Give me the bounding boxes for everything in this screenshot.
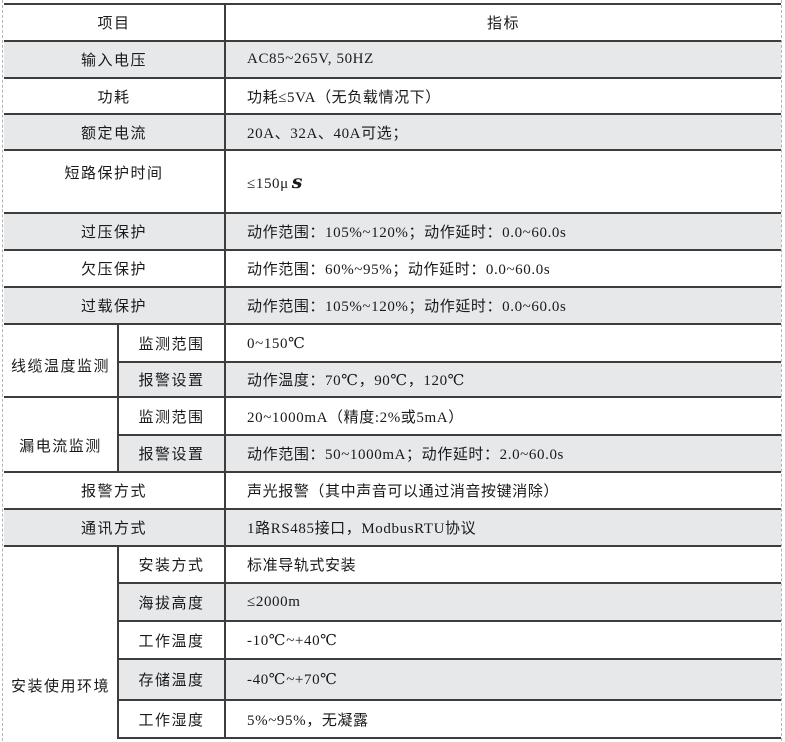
spec-sub-label: 报警设置	[116, 434, 226, 472]
spec-item-label: 过载保护	[4, 286, 226, 324]
spec-item-label: 过压保护	[4, 212, 226, 250]
table-row: 漏电流监测 监测范围 20~1000mA（精度:2%或5mA）	[4, 396, 781, 472]
spec-value: 声光报警（其中声音可以通过消音按键消除）	[224, 471, 781, 509]
table-row: 线缆温度监测 监测范围 0~150℃	[4, 323, 781, 397]
spec-value: 0~150℃	[224, 323, 781, 362]
spec-item-label: 额定电流	[4, 113, 226, 150]
spec-table: 项目 指标 输入电压 AC85~265V, 50HZ 功耗 功耗≤5VA（无负载…	[4, 3, 781, 739]
table-row: 存储温度 -40℃~+70℃	[4, 658, 781, 700]
spec-group-label: 漏电流监测	[4, 396, 118, 472]
spec-value: 动作范围：50~1000mA；动作延时：2.0~60.0s	[224, 434, 781, 472]
header-item-cell: 项目	[4, 3, 226, 41]
spec-value: ≤150μ s	[224, 149, 781, 213]
table-row: 报警方式 声光报警（其中声音可以通过消音按键消除）	[4, 471, 781, 509]
table-gridline-right	[781, 0, 782, 741]
spec-item-label: 通讯方式	[4, 508, 226, 546]
spec-value: 动作范围：60%~95%；动作延时：0.0~60.0s	[224, 249, 781, 287]
spec-sub-label: 工作温度	[116, 620, 226, 659]
spec-group-label: 安装使用环境	[4, 545, 118, 738]
spec-sub-label: 监测范围	[116, 323, 226, 362]
table-row: 通讯方式 1路RS485接口，ModbusRTU协议	[4, 508, 781, 546]
spec-value: 动作温度：70℃，90℃，120℃	[224, 361, 781, 397]
spec-item-label: 输入电压	[4, 40, 226, 78]
table-row: 额定电流 20A、32A、40A可选；	[4, 113, 781, 150]
table-row: 安装使用环境 安装方式 标准导轨式安装	[4, 545, 781, 738]
spec-value: 1路RS485接口，ModbusRTU协议	[224, 508, 781, 546]
spec-item-label: 短路保护时间	[4, 149, 226, 213]
table-row: 短路保护时间 ≤150μ s	[4, 149, 781, 213]
table-row: 输入电压 AC85~265V, 50HZ	[4, 40, 781, 78]
table-row: 报警设置 动作范围：50~1000mA；动作延时：2.0~60.0s	[4, 434, 781, 472]
header-spec-cell: 指标	[224, 3, 781, 41]
table-row: 欠压保护 动作范围：60%~95%；动作延时：0.0~60.0s	[4, 249, 781, 287]
table-row: 项目 指标	[4, 3, 781, 41]
spec-value: -10℃~+40℃	[224, 620, 781, 659]
spec-sub-label: 报警设置	[116, 361, 226, 397]
spec-value: 5%~95%，无凝露	[224, 699, 781, 739]
spec-value: 功耗≤5VA（无负载情况下）	[224, 77, 781, 114]
spec-value: 标准导轨式安装	[224, 545, 781, 583]
spec-item-label: 报警方式	[4, 471, 226, 509]
spec-value: 动作范围：105%~120%；动作延时：0.0~60.0s	[224, 286, 781, 324]
spec-value: -40℃~+70℃	[224, 658, 781, 700]
spec-sub-label: 工作湿度	[116, 699, 226, 739]
spec-value: ≤2000m	[224, 582, 781, 621]
table-gridline-left	[2, 0, 3, 741]
table-row: 报警设置 动作温度：70℃，90℃，120℃	[4, 361, 781, 397]
spec-sub-label: 监测范围	[116, 396, 226, 435]
table-row: 工作湿度 5%~95%，无凝露	[4, 699, 781, 739]
spec-sub-label: 海拔高度	[116, 582, 226, 621]
table-row: 过压保护 动作范围：105%~120%；动作延时：0.0~60.0s	[4, 212, 781, 250]
spec-sub-label: 安装方式	[116, 545, 226, 583]
spec-sub-label: 存储温度	[116, 658, 226, 700]
value-text: ≤150μ	[247, 175, 289, 192]
table-row: 过载保护 动作范围：105%~120%；动作延时：0.0~60.0s	[4, 286, 781, 324]
spec-value: 动作范围：105%~120%；动作延时：0.0~60.0s	[224, 212, 781, 250]
table-row: 功耗 功耗≤5VA（无负载情况下）	[4, 77, 781, 114]
table-row: 工作温度 -10℃~+40℃	[4, 620, 781, 659]
spec-item-label: 欠压保护	[4, 249, 226, 287]
spec-group-label: 线缆温度监测	[4, 323, 118, 397]
value-unit-suffix: s	[291, 170, 304, 193]
spec-value: AC85~265V, 50HZ	[224, 40, 781, 78]
spec-value: 20~1000mA（精度:2%或5mA）	[224, 396, 781, 435]
spec-item-label: 功耗	[4, 77, 226, 114]
table-row: 海拔高度 ≤2000m	[4, 582, 781, 621]
spec-value: 20A、32A、40A可选；	[224, 113, 781, 150]
